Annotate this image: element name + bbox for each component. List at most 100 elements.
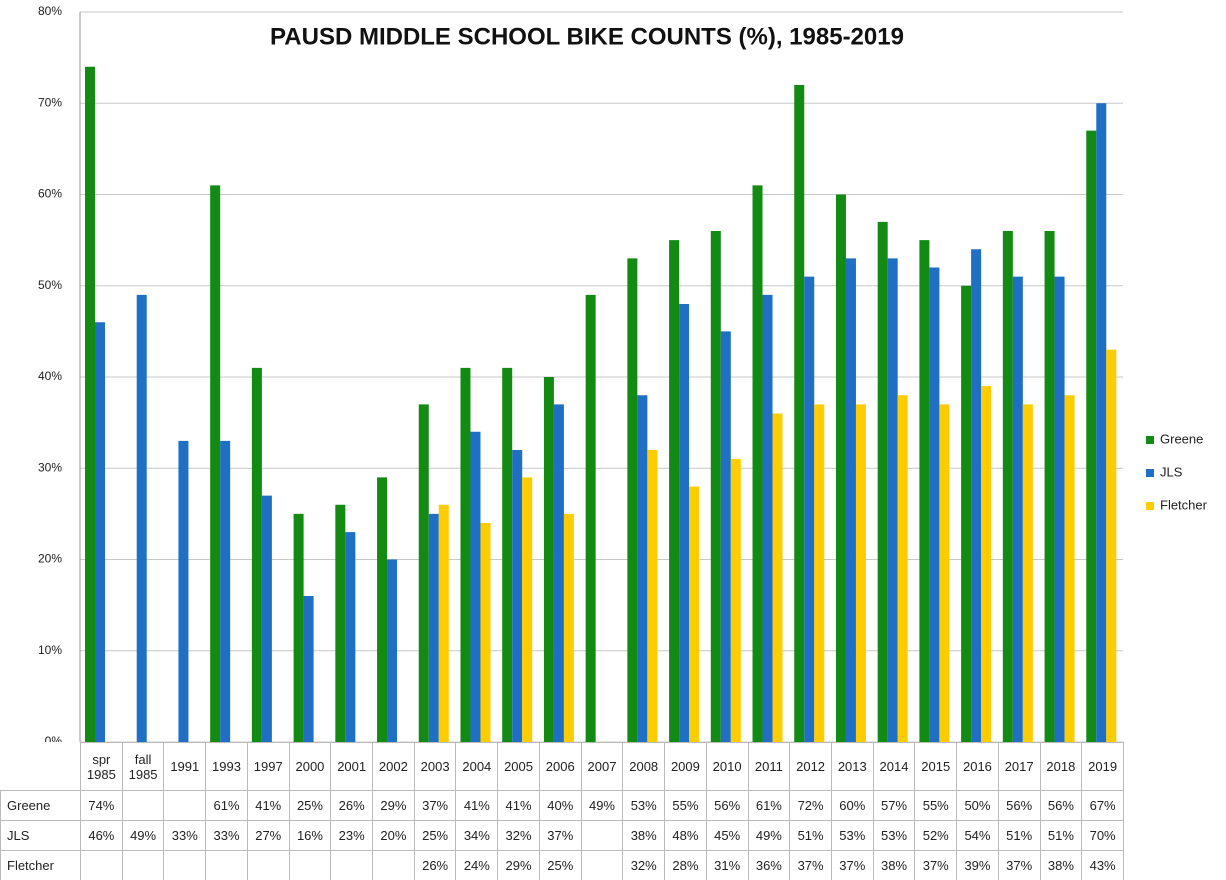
bar [512,450,523,742]
data-label [246,850,290,880]
bar [136,294,147,742]
legend-swatch [1146,469,1154,477]
data-label: 25% [288,790,332,821]
data-label [580,820,624,851]
bar [679,304,690,742]
data-label: 25% [538,850,582,880]
data-label: 26% [330,790,374,821]
bar [772,413,783,742]
data-label: 49% [580,790,624,821]
legend-swatch [1146,436,1154,444]
bar [855,404,866,742]
bar [794,85,805,742]
data-label: 36% [747,850,791,880]
y-tick-label: 30% [38,460,62,474]
x-tick-label: 2005 [497,742,540,791]
data-label: 61% [205,790,248,821]
data-label: 38% [872,850,916,880]
data-label [163,850,207,880]
bar [637,395,648,742]
data-label: 38% [622,820,666,851]
bar [877,221,888,742]
data-label: 55% [664,790,707,821]
bar [752,185,763,742]
bar [470,431,481,742]
bar [377,477,388,742]
data-label: 32% [497,820,540,851]
x-tick-label: spr 1985 [80,742,123,791]
bar [1086,130,1097,742]
data-label [80,850,123,880]
data-label: 67% [1081,790,1124,821]
bar [981,386,992,742]
data-label: 37% [830,850,874,880]
data-label: 60% [830,790,874,821]
bar [1022,404,1033,742]
y-tick-label: 40% [38,369,62,383]
data-label: 49% [747,820,791,851]
data-label: 38% [1039,850,1083,880]
bar [804,276,815,742]
bar [919,240,930,742]
data-label: 53% [622,790,666,821]
x-tick-label: 2003 [413,742,457,791]
data-label: 34% [455,820,499,851]
data-label: 70% [1081,820,1124,851]
bar [1044,231,1055,742]
bar [543,377,554,742]
x-tick-label: 2008 [622,742,666,791]
bar [1054,276,1065,742]
bar [730,459,741,742]
bar [345,532,356,742]
data-label [288,850,332,880]
x-tick-label: 2002 [372,742,415,791]
data-label: 48% [664,820,707,851]
bar [522,477,533,742]
data-label: 51% [997,820,1041,851]
bar [502,367,513,742]
x-tick-label: 2015 [914,742,958,791]
data-label: 31% [705,850,749,880]
bar [335,504,346,742]
y-tick-label: 10% [38,643,62,657]
data-label: 61% [747,790,791,821]
y-tick-label: 20% [38,552,62,566]
bar [460,367,471,742]
data-label [330,850,374,880]
row-label: Greene [0,790,81,821]
table-corner [1,743,81,791]
bar [971,249,982,742]
data-label: 50% [956,790,999,821]
bar [897,395,908,742]
bar [720,331,731,742]
chart-title: PAUSD MIDDLE SCHOOL BIKE COUNTS (%), 198… [270,23,904,50]
data-label: 40% [538,790,582,821]
data-table: spr 1985 fall 1985 1991 1993 1997 2000 2001 200… [0,742,1124,880]
data-label [372,850,415,880]
data-label: 41% [497,790,540,821]
x-tick-label: fall 1985 [121,742,165,791]
bar [762,294,773,742]
x-tick-label: 2006 [538,742,582,791]
data-label: 37% [413,790,457,821]
data-label [205,850,248,880]
data-label: 39% [956,850,999,880]
table-row: JLS 46% 49% 33% 33% 27% 16% 23% 20% 25% 34% 32% 37% 3… [0,820,1124,851]
x-tick-label: 2011 [747,742,791,791]
data-label: 28% [664,850,707,880]
table-row: Greene 74% 61% 41% 25% 26% 29% 37% 41% 41% 40% 49% 5… [0,790,1124,821]
bar [887,258,898,742]
data-label: 29% [497,850,540,880]
data-label: 37% [914,850,958,880]
legend-label: Greene [1160,431,1203,446]
bar [814,404,825,742]
data-label [121,790,165,821]
data-label: 56% [1039,790,1083,821]
table-header-row: spr 1985 fall 1985 1991 1993 1997 2000 2001 200… [1,742,1124,791]
x-tick-label: 2001 [330,742,374,791]
table-row: Fletcher 26% 24% 29% 25% 32% 28% 31% 36% 37% 37% 38… [0,850,1124,880]
data-label: 20% [372,820,415,851]
data-label [163,790,207,821]
bar [1096,103,1107,742]
bar [647,450,658,742]
